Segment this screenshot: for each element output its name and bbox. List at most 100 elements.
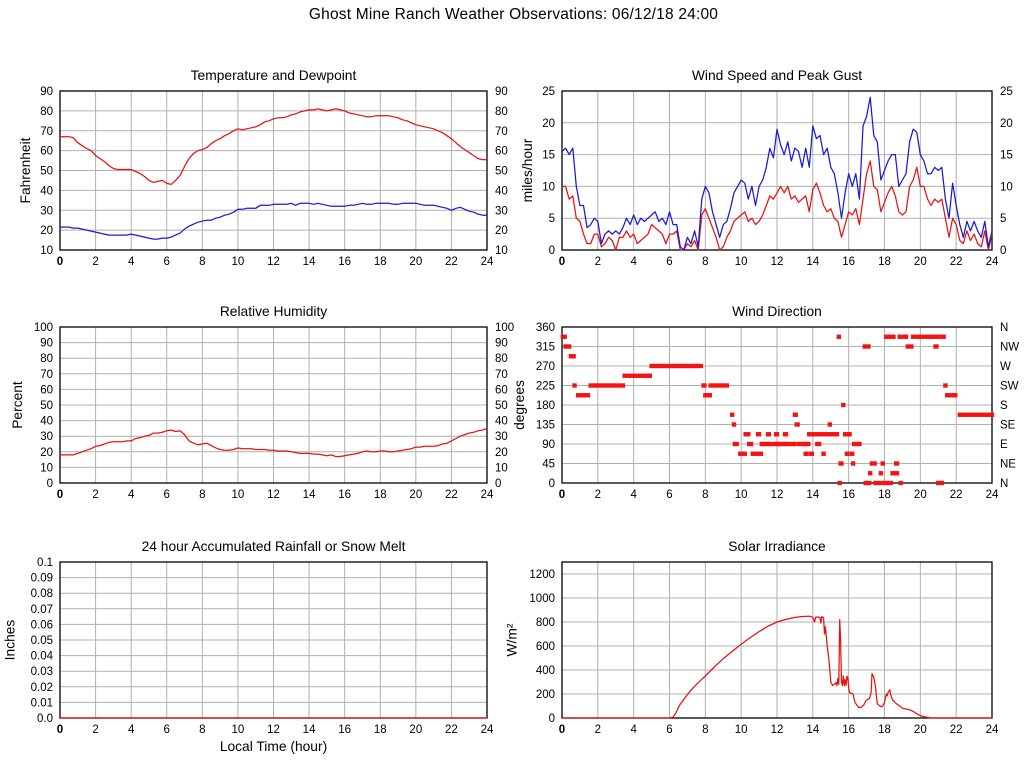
svg-text:225: 225: [536, 381, 555, 393]
svg-text:14: 14: [303, 724, 316, 736]
svg-text:16: 16: [338, 256, 351, 268]
svg-text:315: 315: [536, 342, 555, 354]
svg-text:45: 45: [542, 459, 555, 471]
svg-text:W: W: [1000, 361, 1011, 373]
svg-text:180: 180: [536, 400, 555, 412]
wind-direction-ylabel: degrees: [512, 380, 527, 430]
svg-text:10: 10: [40, 245, 53, 257]
svg-text:4: 4: [128, 256, 135, 268]
rainfall-chart: 0.0 0.01 0.02 0.03 0.04 0.05 0.06 0.07 0.08 0.09 0…: [3, 539, 494, 754]
svg-text:70: 70: [495, 126, 508, 138]
svg-text:2: 2: [595, 256, 601, 268]
temperature-line: [60, 108, 487, 186]
svg-text:22: 22: [445, 256, 458, 268]
svg-text:20: 20: [1000, 118, 1013, 130]
relative-humidity-ylabel: Percent: [10, 381, 25, 429]
svg-text:30: 30: [495, 205, 508, 217]
svg-text:2: 2: [92, 489, 98, 501]
svg-text:20: 20: [914, 724, 927, 736]
svg-text:25: 25: [542, 86, 555, 98]
svg-text:0.05: 0.05: [31, 635, 53, 647]
x-tick-labels: 0 2 4 6 8 10 12 14 16 18 20 22 24: [57, 489, 494, 501]
svg-text:NE: NE: [1000, 459, 1016, 471]
svg-text:0.09: 0.09: [31, 573, 53, 585]
svg-text:4: 4: [630, 256, 637, 268]
svg-text:270: 270: [536, 361, 555, 373]
svg-text:0.03: 0.03: [31, 666, 53, 678]
svg-text:0.06: 0.06: [31, 619, 53, 631]
svg-text:16: 16: [338, 489, 351, 501]
x-tick-labels: 0 2 4 6 8 10 12 14 16 18 20 22 24: [559, 724, 999, 736]
svg-text:8: 8: [199, 489, 205, 501]
svg-text:20: 20: [542, 118, 555, 130]
svg-text:8: 8: [702, 256, 708, 268]
svg-text:10: 10: [735, 724, 748, 736]
svg-text:0.07: 0.07: [31, 604, 53, 616]
svg-text:16: 16: [338, 724, 351, 736]
svg-text:50: 50: [495, 400, 508, 412]
plot-border: [561, 561, 993, 719]
svg-text:2: 2: [92, 256, 98, 268]
svg-text:16: 16: [842, 256, 855, 268]
svg-text:30: 30: [40, 431, 53, 443]
solar-irradiance-line: [562, 615, 992, 719]
svg-text:22: 22: [950, 724, 963, 736]
plot-border: [561, 326, 993, 484]
rainfall-ylabel: Inches: [3, 620, 18, 661]
svg-text:60: 60: [495, 146, 508, 158]
svg-text:100: 100: [34, 322, 53, 334]
svg-text:18: 18: [374, 256, 387, 268]
svg-text:24: 24: [986, 489, 999, 501]
svg-text:90: 90: [40, 338, 53, 350]
svg-text:0: 0: [559, 724, 565, 736]
svg-text:SW: SW: [1000, 381, 1019, 393]
svg-text:20: 20: [495, 447, 508, 459]
svg-text:8: 8: [702, 489, 708, 501]
svg-text:400: 400: [536, 665, 555, 677]
svg-text:80: 80: [40, 106, 53, 118]
svg-text:18: 18: [878, 724, 891, 736]
y-tick-labels: 0 0 5 5 10 10 15 15 20 20 25 25: [542, 86, 1013, 257]
svg-text:360: 360: [536, 322, 555, 334]
svg-text:2: 2: [595, 489, 601, 501]
svg-text:2: 2: [92, 724, 98, 736]
svg-text:N: N: [1000, 478, 1008, 490]
svg-text:1000: 1000: [529, 593, 555, 605]
svg-text:25: 25: [1000, 86, 1013, 98]
y-tick-labels: 0.0 0.01 0.02 0.03 0.04 0.05 0.06 0.07 0.08 0.09 0…: [31, 557, 54, 725]
svg-text:60: 60: [495, 384, 508, 396]
svg-text:10: 10: [495, 462, 508, 474]
x-tick-labels: 0 2 4 6 8 10 12 14 16 18 20 22 24: [57, 724, 494, 736]
svg-text:16: 16: [842, 489, 855, 501]
wind-speed-gust-ylabel: miles/hour: [520, 138, 535, 202]
svg-text:50: 50: [40, 166, 53, 178]
svg-text:20: 20: [914, 489, 927, 501]
svg-text:4: 4: [630, 724, 637, 736]
svg-text:12: 12: [267, 724, 280, 736]
plot-border: [561, 90, 993, 251]
svg-text:0.0: 0.0: [37, 713, 53, 725]
svg-text:90: 90: [40, 86, 53, 98]
svg-text:60: 60: [40, 384, 53, 396]
grid-lines: [60, 562, 487, 718]
relative-humidity-title: Relative Humidity: [220, 304, 327, 319]
svg-text:12: 12: [771, 724, 784, 736]
svg-text:18: 18: [878, 256, 891, 268]
svg-text:4: 4: [128, 724, 135, 736]
svg-text:8: 8: [199, 256, 205, 268]
svg-text:0: 0: [549, 478, 555, 490]
svg-text:14: 14: [303, 256, 316, 268]
svg-text:200: 200: [536, 689, 555, 701]
plot-border: [59, 90, 488, 251]
wind-speed-line: [562, 160, 993, 251]
svg-text:0.08: 0.08: [31, 588, 53, 600]
svg-text:10: 10: [40, 462, 53, 474]
x-tick-labels: 0 2 4 6 8 10 12 14 16 18 20 22 24: [559, 256, 999, 268]
svg-text:6: 6: [666, 724, 672, 736]
temperature-dewpoint-ylabel: Fahrenheit: [18, 137, 33, 203]
direction-markers: [560, 334, 995, 486]
